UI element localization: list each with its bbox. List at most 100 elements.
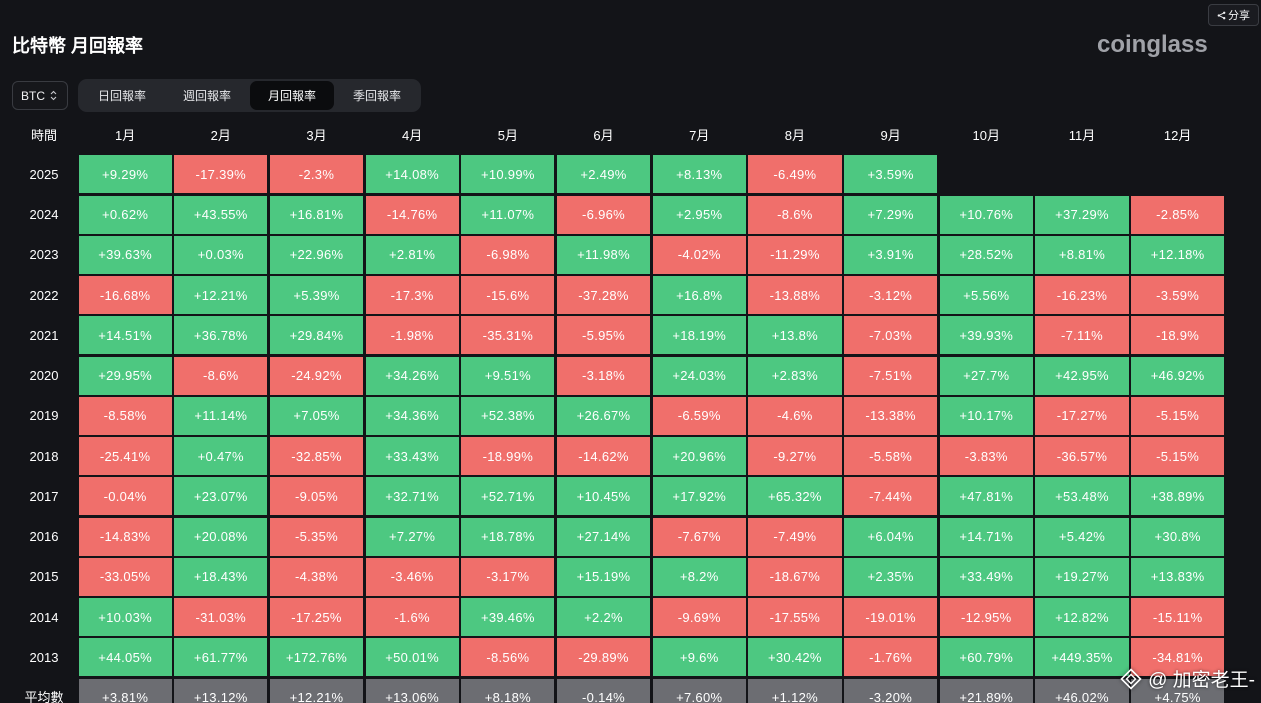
return-cell: +11.07% [461,195,555,234]
return-cell: -7.67% [652,517,746,556]
return-cell: +14.08% [365,155,459,194]
return-cell: +449.35% [1035,638,1129,677]
period-tabs: 日回報率 週回報率 月回報率 季回報率 [78,79,421,112]
return-cell: -1.98% [365,316,459,355]
return-cell: +17.92% [652,477,746,516]
average-cell: +21.89% [939,678,1033,703]
year-label: 2013 [29,649,59,665]
return-cell: +5.42% [1035,517,1129,556]
return-cell: +3.59% [844,155,938,194]
return-cell: +30.8% [1131,517,1225,556]
chevron-updown-icon [50,90,57,101]
table-header-time: 時間 [30,127,57,143]
return-cell: +39.63% [78,235,172,274]
return-cell: +33.43% [365,437,459,475]
return-cell: -14.76% [365,195,459,234]
return-cell: +32.71% [365,477,459,516]
return-cell: -1.76% [844,638,938,677]
return-cell: -17.3% [365,276,459,314]
return-cell: +11.98% [556,235,651,274]
return-cell: +16.8% [652,276,746,314]
return-cell: +50.01% [365,638,459,677]
return-cell: +2.83% [748,356,842,395]
return-cell: +2.49% [556,155,651,194]
return-cell: +52.71% [461,477,555,516]
month-header: 12月 [1163,127,1192,143]
year-label: 2014 [29,609,59,625]
return-cell: +2.35% [844,557,938,596]
tab-daily-return[interactable]: 日回報率 [97,89,146,103]
coinglass-logo: coinglass [1097,31,1208,58]
return-cell: +23.07% [174,477,268,516]
share-button[interactable]: 分享 [1208,4,1259,26]
return-cell: -4.38% [269,557,364,596]
empty-cell [1035,155,1128,193]
average-cell: +8.18% [461,678,555,703]
return-cell: +14.51% [78,316,172,355]
return-cell: +38.89% [1131,477,1225,516]
return-cell: -35.31% [461,316,555,355]
average-cell: -3.20% [844,678,938,703]
return-cell: +8.13% [652,155,746,194]
return-cell: -6.98% [461,235,555,274]
return-cell: -3.17% [461,557,555,596]
return-cell: -16.68% [78,276,172,314]
monthly-returns-table: 時間 1月 2月 3月 4月 5月 6月 7月 8月 9月 10月 11月 12月 2025 +9.29% -… [12,115,1225,703]
return-cell: +53.48% [1035,477,1129,516]
return-cell: +10.76% [939,195,1033,234]
tab-quarterly-return[interactable]: 季回報率 [352,89,401,103]
return-cell: -19.01% [844,598,938,636]
return-cell: -15.11% [1131,598,1225,636]
month-header: 2月 [210,127,231,143]
return-cell: -36.57% [1035,437,1129,475]
return-cell: -7.44% [844,477,938,516]
return-cell: -37.28% [556,276,651,314]
return-cell: -5.35% [269,517,364,556]
return-cell: -16.23% [1035,276,1129,314]
return-cell: -8.6% [174,356,268,395]
return-cell: +12.21% [174,276,268,314]
return-cell: +30.42% [748,638,842,677]
return-cell: +12.82% [1035,598,1129,636]
return-cell: +52.38% [461,396,555,435]
year-label: 2018 [29,448,59,464]
return-cell: +8.2% [652,557,746,596]
return-cell: +10.99% [461,155,555,194]
return-cell: -14.83% [78,517,172,556]
return-cell: +34.36% [365,396,459,435]
return-cell: -3.59% [1131,276,1225,314]
return-cell: -2.3% [269,155,364,194]
tab-monthly-return[interactable]: 月回報率 [250,81,334,110]
return-cell: -8.56% [461,638,555,677]
average-cell: +4.75% [1131,678,1225,703]
return-cell: -34.81% [1131,638,1225,677]
return-cell: -9.05% [269,477,364,516]
return-cell: +6.04% [844,517,938,556]
return-cell: +16.81% [269,195,364,234]
watermark-text: @ 加密老王- [1148,670,1255,691]
asset-select[interactable]: BTC [12,81,68,110]
return-cell: -3.18% [556,356,651,395]
return-cell: +172.76% [269,638,364,677]
return-cell: +0.03% [174,235,268,274]
return-cell: -11.29% [748,235,842,274]
return-cell: +28.52% [939,235,1033,274]
return-cell: +39.93% [939,316,1033,355]
tab-weekly-return[interactable]: 週回報率 [182,89,231,103]
return-cell: +65.32% [748,477,842,516]
return-cell: -7.49% [748,517,842,556]
return-cell: +47.81% [939,477,1033,516]
return-cell: -31.03% [174,598,268,636]
share-label: 分享 [1228,10,1250,22]
return-cell: +7.27% [365,517,459,556]
return-cell: -5.15% [1131,396,1225,435]
average-cell: +1.12% [748,678,842,703]
return-cell: -7.51% [844,356,938,395]
year-label: 2022 [29,287,59,303]
return-cell: -4.02% [652,235,746,274]
return-cell: -3.46% [365,557,459,596]
average-cell: +7.60% [652,678,746,703]
return-cell: -13.88% [748,276,842,314]
year-label: 2015 [29,569,59,585]
return-cell: +2.2% [556,598,651,636]
